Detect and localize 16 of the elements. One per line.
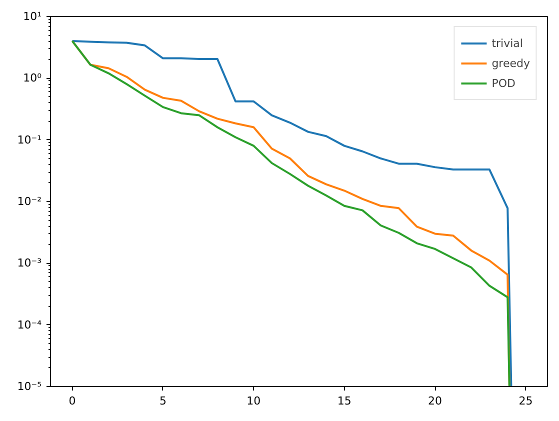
y-tick-label: 10⁻⁴ <box>17 318 42 332</box>
legend-label: POD <box>492 76 516 90</box>
y-tick-label: 10⁻¹ <box>17 133 42 146</box>
y-tick-label: 10⁻³ <box>17 256 42 270</box>
x-tick-label: 10 <box>246 394 261 408</box>
y-tick-label: 10⁻² <box>17 195 42 208</box>
x-tick-label: 20 <box>428 394 442 408</box>
legend-label: trivial <box>492 36 523 50</box>
y-tick-label: 10⁰ <box>23 72 42 85</box>
x-tick-label: 15 <box>337 394 352 408</box>
x-tick-label: 5 <box>159 394 166 408</box>
x-tick-label: 25 <box>518 394 533 408</box>
y-tick-label: 10⁻⁵ <box>17 380 42 393</box>
y-tick-label: 10¹ <box>23 10 42 23</box>
legend-label: greedy <box>492 56 530 70</box>
x-tick-label: 0 <box>68 394 76 408</box>
